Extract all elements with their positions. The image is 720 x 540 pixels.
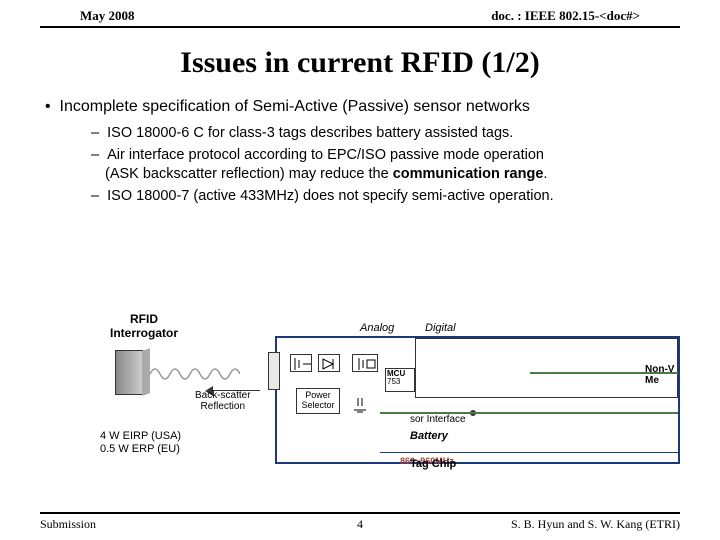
- footer-right: S. B. Hyun and S. W. Kang (ETRI): [511, 517, 680, 532]
- circuit-block-1: [290, 354, 312, 372]
- nonvolatile-mem-label: Non-VMe: [645, 364, 674, 386]
- bullet-sub-3: – ISO 18000-7 (active 433MHz) does not s…: [45, 187, 675, 207]
- ground-icon: [352, 396, 376, 414]
- circuit-block-3: [352, 354, 378, 372]
- sensor-interface-label: sor Interface: [410, 414, 466, 425]
- antenna-icon: [268, 352, 280, 390]
- content-area: • Incomplete specification of Semi-Activ…: [0, 98, 720, 206]
- slide-title: Issues in current RFID (1/2): [0, 46, 720, 80]
- header-doc: doc. : IEEE 802.15-<doc#>: [491, 8, 640, 24]
- digital-label: Digital: [425, 322, 456, 334]
- rf-wave-icon: [150, 364, 240, 384]
- mcu-box: MCU753: [385, 368, 415, 392]
- footer: Submission 4 S. B. Hyun and S. W. Kang (…: [40, 512, 680, 532]
- circuit-block-2: [318, 354, 340, 372]
- page-number: 4: [357, 517, 363, 532]
- bullet-sub-2: – Air interface protocol according to EP…: [45, 146, 675, 185]
- bullet-sub-1: – ISO 18000-6 C for class-3 tags describ…: [45, 124, 675, 144]
- bus-line-1: [530, 372, 678, 374]
- digital-section-box: [415, 338, 678, 398]
- battery-label: Battery: [410, 430, 448, 442]
- header-date: May 2008: [80, 8, 135, 24]
- bus-line-3: [380, 452, 678, 453]
- bus-line-2: [380, 412, 678, 414]
- power-selector-box: PowerSelector: [296, 388, 340, 414]
- bullet-main: • Incomplete specification of Semi-Activ…: [45, 98, 675, 116]
- tag-chip-label: Tag Chip: [410, 458, 456, 470]
- footer-left: Submission: [40, 517, 96, 532]
- rfid-diagram: RFIDInterrogator Back-scatterReflection …: [80, 312, 680, 492]
- backscatter-label: Back-scatterReflection: [195, 390, 251, 412]
- eirp-label: 4 W EIRP (USA)0.5 W ERP (EU): [100, 430, 181, 456]
- interrogator-icon: [115, 350, 143, 395]
- rfid-interrogator-label: RFIDInterrogator: [110, 312, 178, 341]
- analog-label: Analog: [360, 322, 394, 334]
